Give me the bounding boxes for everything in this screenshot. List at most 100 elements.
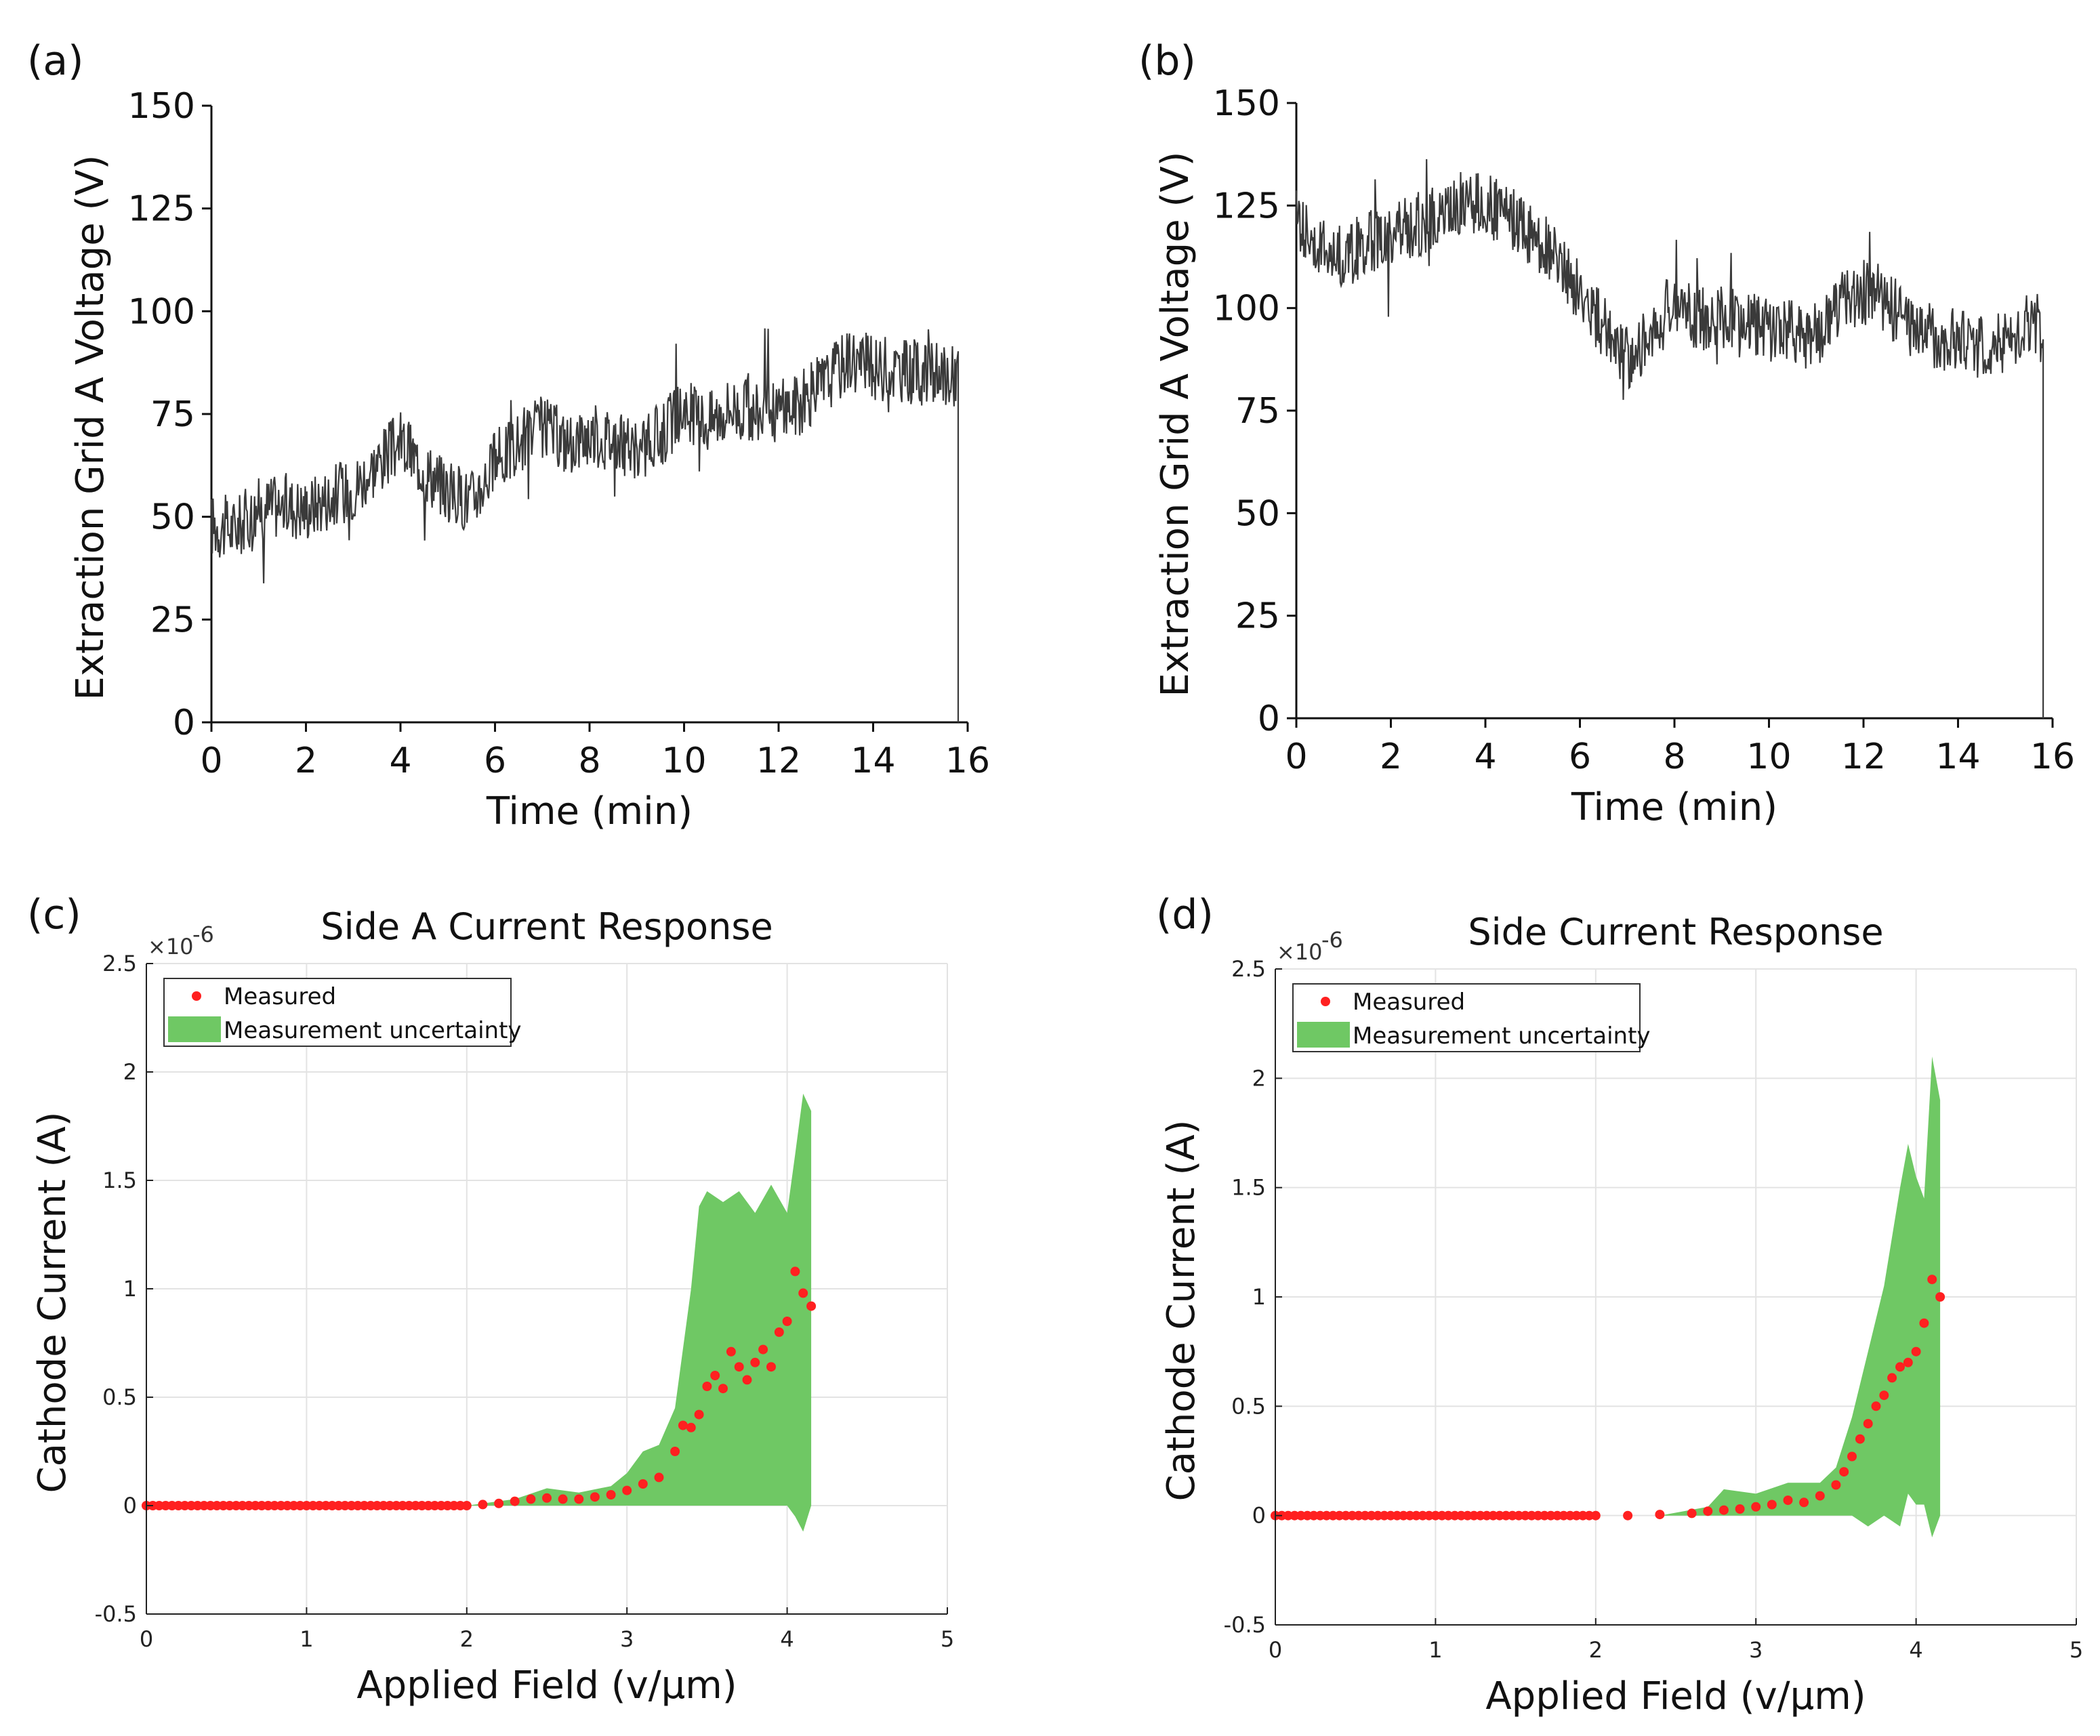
- x-tick-label: 2: [1589, 1637, 1603, 1663]
- measured-point: [558, 1494, 568, 1504]
- x-tick-label: 14: [1935, 737, 1980, 777]
- measured-point: [590, 1492, 600, 1502]
- measured-point: [1783, 1495, 1793, 1506]
- y-tick-label: -0.5: [95, 1601, 137, 1627]
- legend-band-swatch: [1297, 1022, 1350, 1048]
- measured-point: [726, 1346, 736, 1357]
- legend-entry-uncertainty: Measurement uncertainty: [1353, 1022, 1651, 1050]
- measured-point: [1718, 1505, 1729, 1515]
- panel-c: (c)-0.500.511.522.50 1 2 3 4 5×10-6 Side A Cur…: [27, 891, 954, 1708]
- x-tick-label: 12: [1841, 737, 1886, 777]
- x-tick-label: 3: [1749, 1637, 1763, 1663]
- measured-point: [574, 1494, 584, 1504]
- measured-point: [1903, 1357, 1913, 1367]
- measured-point: [461, 1501, 472, 1510]
- measured-point: [1839, 1467, 1849, 1477]
- measured-point: [1623, 1510, 1633, 1521]
- x-tick-label: 5: [941, 1626, 954, 1652]
- measured-point: [1871, 1401, 1881, 1411]
- legend: Measured Measurement uncertainty: [163, 978, 522, 1047]
- y-tick-label: 1.5: [102, 1167, 137, 1193]
- x-tick-label: 1: [300, 1626, 313, 1652]
- y-axis-label: Cathode Current (A): [30, 1111, 75, 1493]
- exponent-power: -6: [192, 922, 214, 947]
- measured-point: [478, 1500, 488, 1510]
- x-tick-label: 6: [1569, 737, 1591, 777]
- measured-point: [1767, 1500, 1777, 1510]
- measured-point: [1590, 1510, 1601, 1521]
- y-tick-label: 25: [150, 600, 195, 640]
- legend-entry-uncertainty: Measurement uncertainty: [224, 1017, 522, 1044]
- panel-label: (d): [1156, 891, 1214, 938]
- legend-entry-measured: Measured: [1353, 989, 1465, 1016]
- panel-b: (b) 0 25 50 75 100 125 150 0 2 4 6 8 10 12 14 16 Time (mi…: [1138, 37, 2075, 829]
- legend-marker-icon: [1321, 997, 1330, 1006]
- x-tick-label: 0: [1285, 737, 1307, 777]
- legend-box: [163, 978, 512, 1047]
- y-tick-label: 150: [1213, 83, 1280, 124]
- x-tick-label: 1: [1428, 1637, 1442, 1663]
- x-tick-label: 12: [756, 741, 801, 781]
- y-tick-label: 50: [1235, 493, 1280, 534]
- voltage-trace-line: [1295, 159, 2044, 718]
- y-tick-label: 25: [1235, 596, 1280, 637]
- y-axis-label: Cathode Current (A): [1159, 1119, 1203, 1501]
- x-axis-label: Time (min): [486, 789, 693, 833]
- measured-point: [622, 1485, 632, 1495]
- y-tick-label: 75: [150, 394, 195, 435]
- y-axis-label: Extraction Grid A Voltage (V): [1153, 152, 1197, 697]
- x-tick-label: 2: [460, 1626, 474, 1652]
- x-tick-label: 4: [780, 1626, 794, 1652]
- chart-title: Side Current Response: [1468, 911, 1883, 953]
- x-tick-label: 6: [484, 741, 506, 781]
- legend-entry-measured: Measured: [224, 983, 336, 1010]
- measured-point: [638, 1479, 648, 1489]
- y-tick-label: 50: [150, 497, 195, 538]
- x-tick-label: 16: [945, 741, 990, 781]
- measured-point: [1815, 1491, 1825, 1501]
- x-tick-label: 10: [1746, 737, 1791, 777]
- y-tick-label: 125: [1213, 186, 1280, 226]
- measured-point: [734, 1362, 744, 1372]
- measured-point: [774, 1327, 784, 1337]
- x-tick-label: 16: [2030, 737, 2075, 777]
- y-tick-label: 1.5: [1231, 1175, 1266, 1201]
- measured-point: [798, 1288, 808, 1298]
- x-tick-label: 3: [620, 1626, 634, 1652]
- measured-point: [1855, 1434, 1865, 1444]
- x-tick-label: 14: [850, 741, 895, 781]
- x-tick-label: 8: [578, 741, 600, 781]
- measured-point: [1887, 1373, 1897, 1383]
- x-axis-label: Applied Field (v/μm): [1485, 1674, 1866, 1718]
- y-tick-label: 100: [128, 291, 195, 332]
- y-tick-label: 150: [128, 86, 195, 127]
- measured-point: [1879, 1390, 1889, 1401]
- y-tick-label: 0: [1258, 699, 1280, 739]
- y-tick-label: 125: [128, 189, 195, 230]
- y-tick-label: 100: [1213, 289, 1280, 329]
- measured-point: [670, 1447, 680, 1456]
- measured-point: [1799, 1497, 1809, 1508]
- measured-point: [790, 1266, 800, 1277]
- x-tick-label: 0: [200, 741, 222, 781]
- measured-point: [710, 1371, 720, 1380]
- x-axis-label: Time (min): [1571, 785, 1777, 829]
- measured-point: [750, 1357, 760, 1367]
- measured-point: [1831, 1480, 1841, 1490]
- measured-point: [1911, 1346, 1921, 1357]
- legend: Measured Measurement uncertainty: [1292, 983, 1651, 1052]
- measured-point: [1919, 1318, 1929, 1328]
- voltage-trace-line: [210, 328, 960, 722]
- panel-a: (a) 0 25 50 75 100 125 150 0 2 4 6 8 10 12 14 16 Time (mi…: [27, 37, 990, 833]
- y-tick-label: 0.5: [1231, 1393, 1266, 1419]
- y-tick-label: 1: [1252, 1284, 1266, 1310]
- y-tick-label: 2.5: [1231, 956, 1266, 982]
- y-tick-label: 1: [123, 1276, 137, 1302]
- panel-label: (c): [27, 891, 81, 938]
- measured-point: [542, 1493, 552, 1503]
- y-tick-label: 75: [1235, 391, 1280, 432]
- y-tick-label: -0.5: [1224, 1612, 1266, 1638]
- y-axis-label: Extraction Grid A Voltage (V): [68, 155, 112, 701]
- measured-point: [1735, 1504, 1745, 1514]
